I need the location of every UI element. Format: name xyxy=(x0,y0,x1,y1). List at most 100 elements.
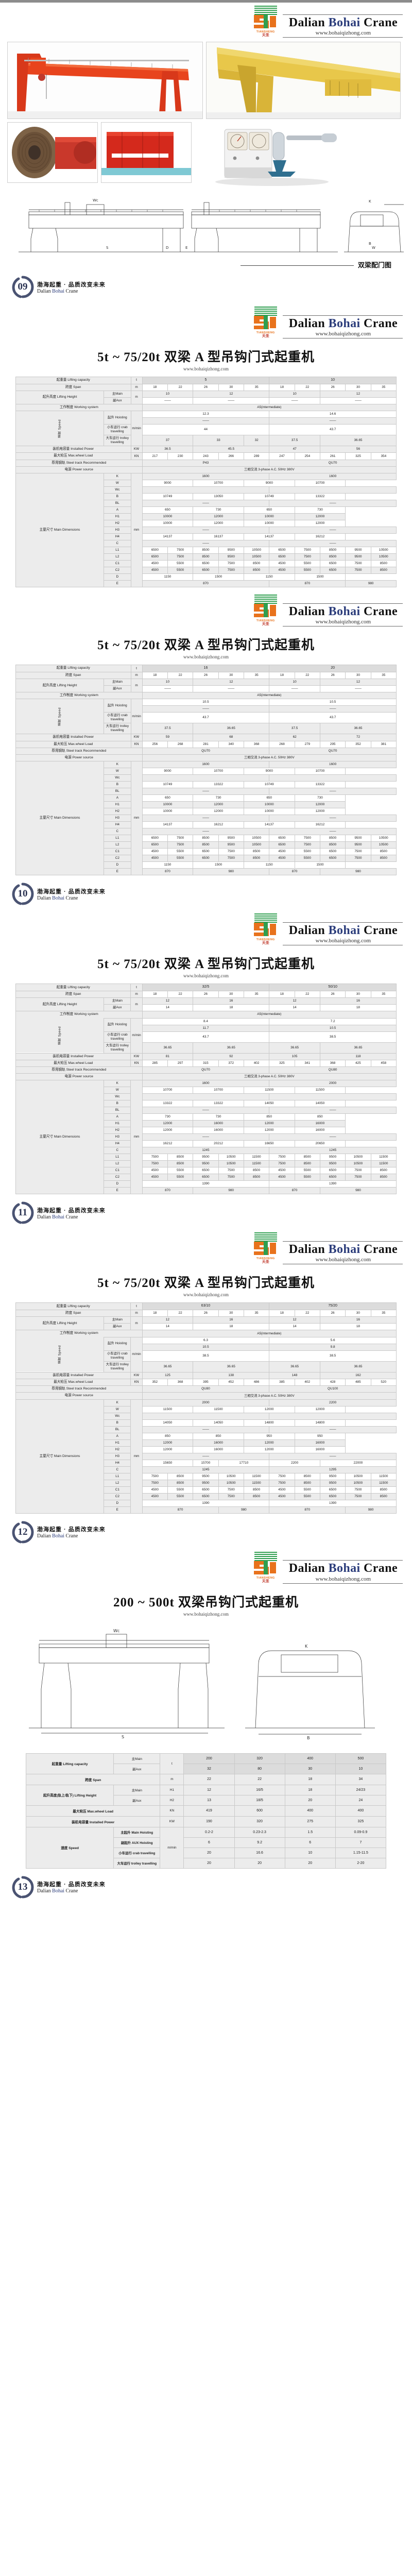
dim-value-D: 1390 xyxy=(142,1499,270,1507)
unit-mmin: m/min xyxy=(160,1826,184,1869)
dim-value-C1: 8500 xyxy=(243,560,270,568)
span-value: 22 xyxy=(294,991,320,998)
dim-value-K: 1600 xyxy=(142,1080,270,1088)
dim-key-H3: H3 xyxy=(104,815,131,822)
dim-key-W: W xyxy=(104,480,131,487)
working-system-value: A5(intermediate) xyxy=(142,403,397,412)
wheel-load-value: 428 xyxy=(319,1378,346,1386)
dim-value-H4: 17710 xyxy=(218,1459,270,1467)
row-dim-D: D 1390 1390 xyxy=(16,1180,397,1188)
dim-value-C1: 5500 xyxy=(167,1486,194,1494)
page-number: 11 xyxy=(18,1207,27,1218)
row-dim-C2: C2 4500 5500 6500 7500 8500 4500 5500 6500 7500 85… xyxy=(16,567,397,574)
lifting-height-aux-value: —— xyxy=(269,685,320,693)
span-value: 35 xyxy=(370,383,397,391)
dim-value-W: 11500 xyxy=(294,1087,346,1094)
dim-value-L1: 6500 xyxy=(269,835,295,842)
row-main-hoisting-value: 0.23-2.3 xyxy=(234,1826,285,1838)
photo-red-gantry-crane xyxy=(7,42,203,119)
span-value: 26 xyxy=(319,383,346,391)
dim-value-K: 1600 xyxy=(269,473,397,481)
label-span: 跨度 Span xyxy=(15,671,131,680)
tiansheng-logo-icon: TIANSHENG 天圣 xyxy=(252,307,279,338)
dim-value-L2: 8500 xyxy=(319,841,346,849)
dim-value-A: 650 xyxy=(142,794,194,802)
wheel-load-value: 279 xyxy=(294,740,320,748)
row-capacity-main-value: 500 xyxy=(335,1753,387,1764)
dim-key-C1: C1 xyxy=(104,1167,131,1175)
power-source-value: 三相交流 3-phase A.C. 50Hz 380V xyxy=(142,1392,397,1400)
label-installed-power: 装机电容量 Installed Power xyxy=(15,446,131,453)
brand-url: www.bohaiqizhong.com xyxy=(315,331,371,337)
brand-header: TIANSHENG 天圣 Dalian Bohai Crane www.bohaiqi… xyxy=(0,591,412,628)
row-dim-H3: H3 —— —— xyxy=(16,815,397,822)
row-speed-hoisting-aux: —— —— xyxy=(16,417,397,425)
drawing-caption-1: 双梁配门图 xyxy=(0,260,412,273)
svg-text:K: K xyxy=(305,1644,308,1649)
label-main: 主Main xyxy=(104,1316,131,1324)
crab-value: 43.7 xyxy=(142,712,270,724)
wheel-load-value: 486 xyxy=(243,1378,270,1386)
row-span: 跨度 Span m 18 22 26 30 35 18 22 26 30 35 xyxy=(15,991,397,998)
dim-value-B: 13050 xyxy=(193,493,244,501)
lifting-height-aux-value: —— xyxy=(142,397,194,404)
label-main: 主Main xyxy=(104,997,131,1005)
lifting-height-aux-value: —— xyxy=(319,397,397,404)
dim-value-L1: 9500 xyxy=(345,547,371,554)
brand-name-1: Dalian xyxy=(288,316,329,330)
dim-value-H4: 15700 xyxy=(193,1459,219,1467)
span-value: 35 xyxy=(243,383,270,391)
row-capacity-main-value: 200 xyxy=(183,1753,235,1764)
dim-key-B: B xyxy=(104,493,131,501)
page-subtitle-url: www.bohaiqizhong.com xyxy=(183,973,229,979)
dim-value-A: 730 xyxy=(193,506,244,514)
page-subtitle-url: www.bohaiqizhong.com xyxy=(183,654,229,660)
span-value: 35 xyxy=(243,991,270,998)
hoisting-aux-value: 10.5 xyxy=(269,1024,397,1032)
brand-lockup: TIANSHENG 天圣 Dalian Bohai Crane www.bohaiqi… xyxy=(252,307,403,338)
brand-lockup: TIANSHENG 天圣 Dalian Bohai Crane www.boha… xyxy=(252,6,403,38)
dim-value-C2: 7500 xyxy=(218,1493,244,1500)
dim-value-C1: 5500 xyxy=(294,1167,320,1175)
label-speed: 速度 Speed xyxy=(15,699,104,734)
dim-value-C1: 5500 xyxy=(167,560,194,568)
dim-value-C2: 7500 xyxy=(345,1174,371,1181)
row-max-wheel-load: 最大轮压 Max.wheel Load KN 217 230 243 266 289 247 2… xyxy=(15,452,397,460)
dim-key-C2: C2 xyxy=(104,567,131,574)
dim-value-C1: 4500 xyxy=(269,1167,295,1175)
dim-key-H2: H2 xyxy=(104,1446,131,1453)
dim-value-A: 650 xyxy=(243,506,295,514)
svg-text:B: B xyxy=(307,1736,310,1740)
wheel-load-value: 425 xyxy=(345,1059,371,1067)
dim-key-K: K xyxy=(104,761,131,769)
dim-value-C1: 6500 xyxy=(193,1167,219,1175)
row-speed-trolley: 大车运行 trolley travelling 36.65 36.65 36.65 36… xyxy=(16,1361,397,1372)
brand-name-3: Crane xyxy=(364,604,398,618)
wheel-load-value: 295 xyxy=(319,740,346,748)
unit-m: m xyxy=(130,671,143,680)
badge-brand-2: Crane xyxy=(65,895,78,901)
dim-value-E: 980 xyxy=(319,868,397,876)
dim-value-H1: 10000 xyxy=(142,801,194,809)
label-max-wheel-load: 最大轮压 Max.wheel Load xyxy=(15,1378,131,1386)
dim-value-C1: 7500 xyxy=(218,1167,244,1175)
dim-key-D: D xyxy=(104,1180,131,1188)
label-lifting-height: 起升高度(轨上/轨下) Lifting Height xyxy=(25,1784,114,1806)
label-speed: 速度 Speed xyxy=(25,1826,114,1869)
dim-value-A: 730 xyxy=(193,794,244,802)
working-system-value: A5(intermediate) xyxy=(142,1330,397,1337)
dim-value-E: 980 xyxy=(319,1187,397,1195)
dim-value-W: 10700 xyxy=(294,768,346,775)
dim-value-C1: 4500 xyxy=(269,1486,295,1494)
lifting-height-aux-value: —— xyxy=(319,685,397,693)
dim-key-C: C xyxy=(104,1466,131,1473)
dim-value-L1: 6500 xyxy=(142,835,168,842)
dim-value-B: 10749 xyxy=(142,493,194,501)
dim-value-B: 13322 xyxy=(294,781,346,789)
badge-slogan-cn: 渤海起重 · 品质改变未来 xyxy=(37,281,106,288)
dim-value-H1: 10000 xyxy=(142,513,194,521)
row-lifting-height-main: 起升高度(轨上/轨下) Lifting Height 主Main H1 12 16/5 1… xyxy=(25,1784,387,1806)
row-lifting-height-main-value: 18 xyxy=(284,1784,336,1795)
row-span-value: 22 xyxy=(234,1773,285,1785)
